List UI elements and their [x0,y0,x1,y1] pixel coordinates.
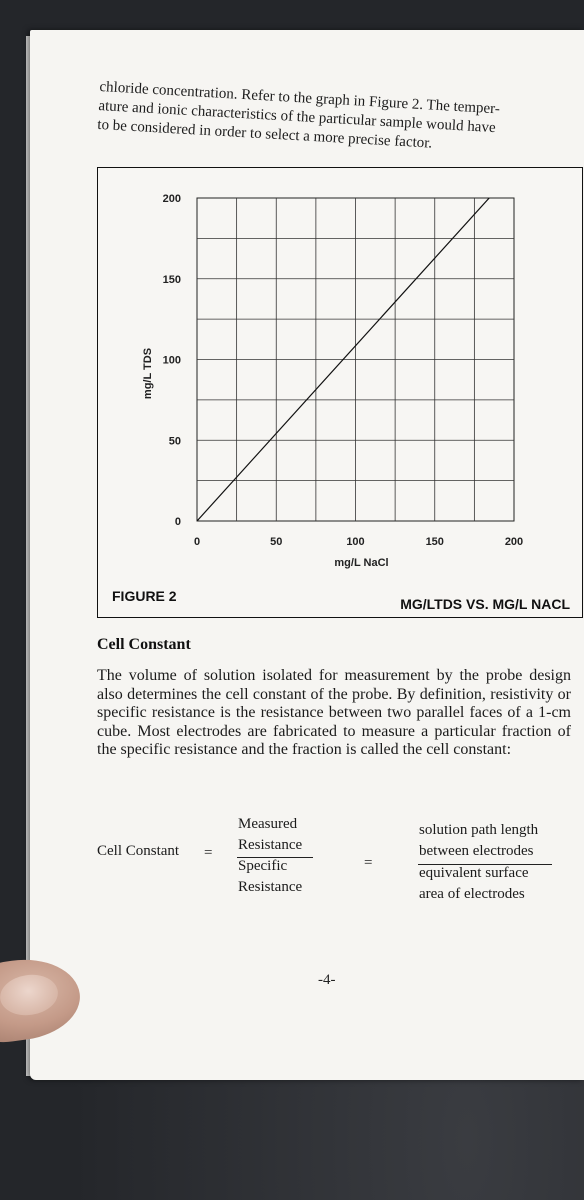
x-tick-label: 150 [426,536,444,548]
y-tick-label: 100 [163,355,181,367]
x-tick-label: 100 [346,536,364,548]
y-tick-label: 150 [163,274,181,286]
x-tick-label: 200 [505,536,523,548]
figure-2: 0 50 100 150 200 0 50 100 150 200 mg/L NaCl mg/L TD… [97,167,583,618]
section-heading: Cell Constant [97,636,191,653]
y-tick-label: 200 [163,193,181,205]
figure-label: FIGURE 2 [112,588,177,604]
x-tick-label: 0 [194,536,200,548]
chart-svg: 0 50 100 150 200 0 50 100 150 200 mg/L NaCl mg/L TD… [142,193,523,569]
x-axis-label: mg/L NaCl [334,557,388,569]
figure-title: MG/LTDS VS. MG/L NACL [400,596,570,612]
cell-constant-paragraph: The volume of solution isolated for meas… [97,667,571,758]
x-tick-label: 50 [270,536,282,548]
y-tick-label: 50 [169,435,181,447]
page-number: -4- [318,972,336,988]
y-tick-label: 0 [175,516,181,528]
y-axis-label: mg/L TDS [142,348,154,399]
series-line-tds-vs-nacl [197,198,490,521]
